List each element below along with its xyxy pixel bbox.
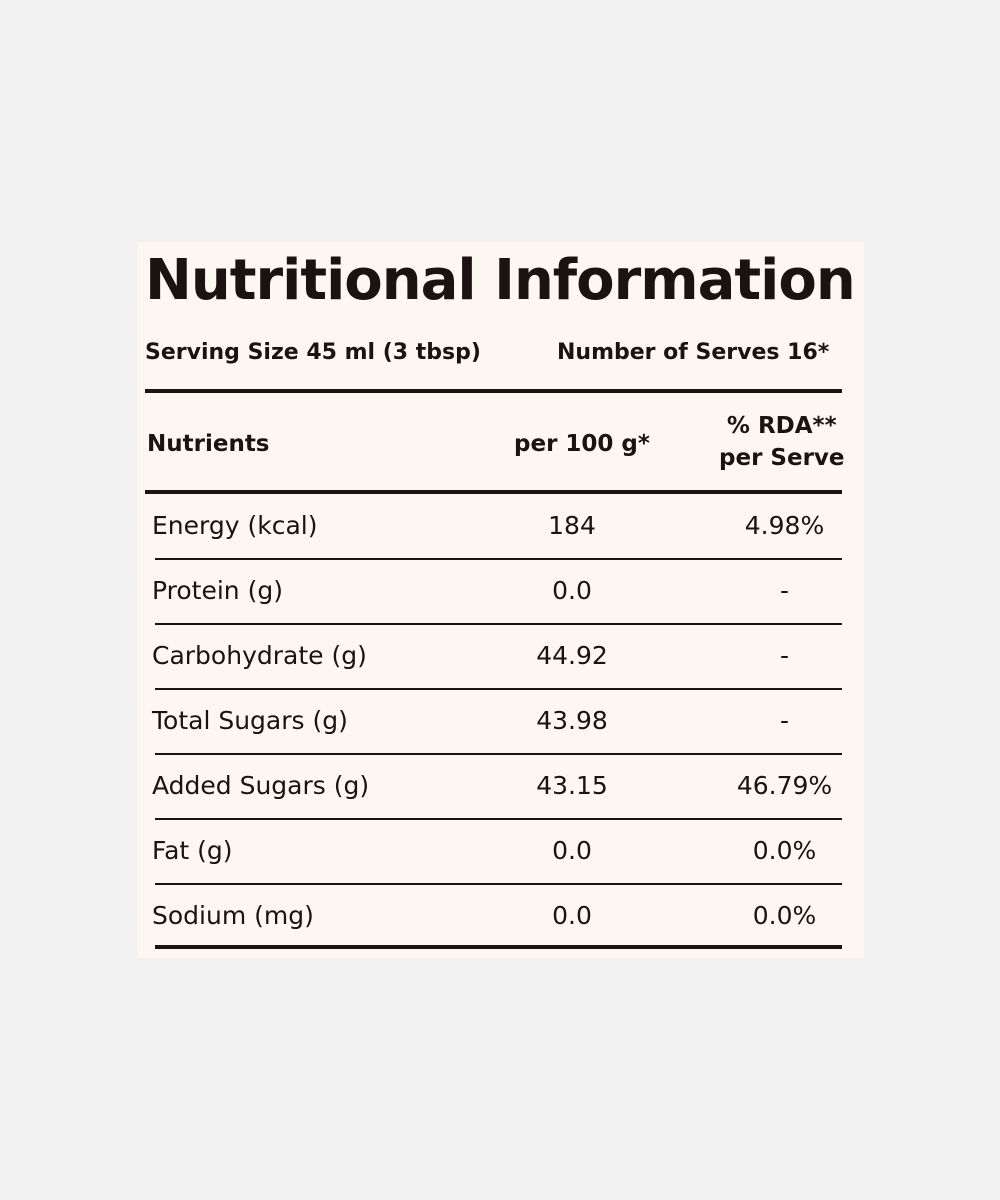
nutrient: Fat (g) xyxy=(152,835,233,865)
serves: Number of Serves 16* xyxy=(557,340,830,365)
row-rule xyxy=(155,883,842,885)
nutrient: Total Sugars (g) xyxy=(152,705,348,735)
nutrient: Protein (g) xyxy=(152,575,283,605)
nutrient: Carbohydrate (g) xyxy=(152,640,367,670)
row-rule xyxy=(155,558,842,560)
nutrient: Sodium (mg) xyxy=(152,900,314,930)
row-rule xyxy=(155,623,842,625)
nutrient: Energy (kcal) xyxy=(152,510,318,540)
per-100g: 43.15 xyxy=(536,770,608,800)
per-100g: 43.98 xyxy=(536,705,608,735)
rda: 0.0% xyxy=(752,900,817,930)
per-100g: 184 xyxy=(548,510,596,540)
row-rule xyxy=(155,818,842,820)
row-rule xyxy=(155,688,842,690)
rda: 4.98% xyxy=(744,510,825,540)
rda: - xyxy=(779,575,790,605)
per-100g: 0.0 xyxy=(552,575,592,605)
header-cell: Nutrients xyxy=(147,431,270,457)
header-cell: % RDA** per Serve xyxy=(719,413,845,471)
per-100g: 44.92 xyxy=(536,640,608,670)
rule xyxy=(145,490,842,494)
title: Nutritional Information xyxy=(145,248,856,313)
nutrient: Added Sugars (g) xyxy=(152,770,370,800)
header-cell: per 100 g* xyxy=(514,431,650,457)
row-rule xyxy=(155,945,842,949)
rda: 46.79% xyxy=(736,770,833,800)
rda: 0.0% xyxy=(752,835,817,865)
serving-size: Serving Size 45 ml (3 tbsp) xyxy=(145,340,481,365)
per-100g: 0.0 xyxy=(552,900,592,930)
label-card: Nutritional Information Serving Size 45 … xyxy=(137,242,864,958)
rda: - xyxy=(779,640,790,670)
rule xyxy=(145,389,842,393)
row-rule xyxy=(155,753,842,755)
per-100g: 0.0 xyxy=(552,835,592,865)
rda: - xyxy=(779,705,790,735)
